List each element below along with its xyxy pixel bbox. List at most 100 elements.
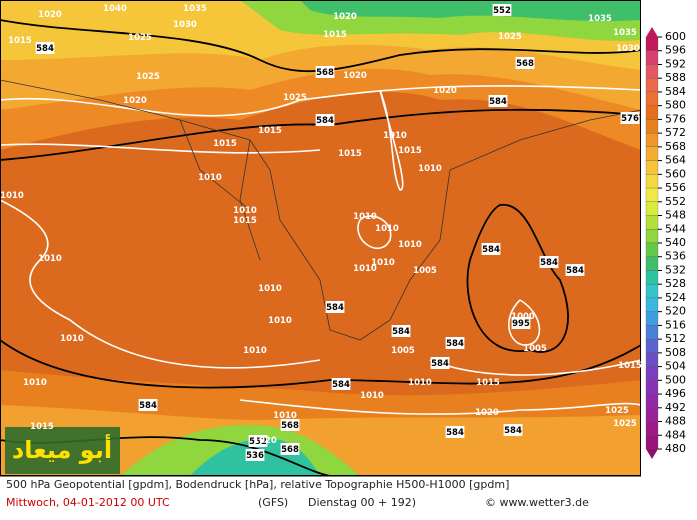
height-label: 568 [281, 421, 299, 431]
pressure-label: 1030 [616, 44, 640, 54]
label-bg [325, 301, 345, 313]
colorbar-label: 492 [665, 401, 686, 414]
footer-line: 500 hPa Geopotential [gpdm], Bodendruck … [6, 478, 509, 491]
pressure-label: 1020 [123, 96, 147, 106]
label-bg [539, 256, 559, 268]
colorbar-label: 532 [665, 263, 686, 276]
colorbar-segment [645, 270, 659, 285]
colorbar-segment [645, 242, 659, 257]
pressure-label: 1010 [353, 264, 377, 274]
label-bg [315, 66, 335, 78]
pressure-label: 1010 [383, 131, 407, 141]
label-bg [248, 435, 268, 447]
colorbar-segment [645, 36, 659, 51]
watermark: أبو ميعاد [12, 434, 112, 464]
pressure-label: 1025 [605, 406, 629, 416]
colorbar-label: 600 [665, 30, 686, 43]
colorbar-segment [645, 380, 659, 395]
colorbar-label: 488 [665, 415, 686, 428]
height-label: 584 [489, 97, 507, 107]
colorbar-label: 480 [665, 442, 686, 455]
colorbar-segment [645, 435, 659, 450]
colorbar-label: 596 [665, 44, 686, 57]
label-bg [515, 57, 535, 69]
height-label: 584 [392, 327, 410, 337]
colorbar-segment [645, 393, 659, 408]
footer-date: Mittwoch, 04-01-2012 00 UTC [6, 496, 170, 509]
colorbar-label: 512 [665, 332, 686, 345]
colorbar-label: 508 [665, 346, 686, 359]
pressure-label: 1025 [613, 419, 637, 429]
height-label: 576 [621, 114, 639, 124]
colorbar-label: 484 [665, 428, 686, 441]
pressure-label: 1025 [136, 72, 160, 82]
label-bg [391, 325, 411, 337]
footer-copyright: © www.wetter3.de [485, 496, 589, 509]
pressure-label: 1010 [38, 254, 62, 264]
label-bg [280, 419, 300, 431]
colorbar-segment [645, 201, 659, 216]
colorbar-segment [645, 174, 659, 189]
colorbar-label: 568 [665, 140, 686, 153]
colorbar-label: 560 [665, 167, 686, 180]
colorbar-segment [645, 50, 659, 65]
height-label: 568 [516, 59, 534, 69]
colorbar-label: 504 [665, 360, 686, 373]
height-label: 552 [249, 437, 267, 447]
pressure-label: 1015 [233, 216, 257, 226]
height-label: 536 [246, 451, 264, 461]
height-label: 584 [566, 266, 584, 276]
colorbar-segment [645, 229, 659, 244]
pressure-label: 1020 [333, 12, 357, 22]
pressure-label: 1010 [273, 411, 297, 421]
height-label: 568 [281, 445, 299, 455]
colorbar-label: 516 [665, 318, 686, 331]
label-bg [511, 317, 531, 329]
pressure-label: 1010 [60, 334, 84, 344]
colorbar-label: 556 [665, 181, 686, 194]
colorbar-label: 576 [665, 112, 686, 125]
pressure-label: 1010 [23, 378, 47, 388]
map: أبو ميعاد [0, 0, 641, 476]
pressure-label: 1010 [418, 164, 442, 174]
colorbar-segment [645, 78, 659, 93]
colorbar-label: 584 [665, 85, 686, 98]
pressure-label: 1005 [523, 344, 547, 354]
colorbar-segment [645, 64, 659, 79]
colorbar-label: 572 [665, 126, 686, 139]
colorbar-label: 592 [665, 57, 686, 70]
pressure-label: 1025 [283, 93, 307, 103]
label-bg [503, 424, 523, 436]
pressure-label: 1005 [413, 266, 437, 276]
colorbar-label: 580 [665, 99, 686, 112]
label-bg [492, 4, 512, 16]
colorbar-label: 564 [665, 154, 686, 167]
colorbar-segment [645, 338, 659, 354]
pressure-label: 1010 [371, 258, 395, 268]
colorbar-label: 536 [665, 250, 686, 263]
colorbar-segment [645, 187, 659, 202]
colorbar-segment [645, 146, 659, 161]
height-label: 584 [316, 116, 334, 126]
contour [466, 204, 569, 353]
colorbar-segment [645, 325, 659, 340]
pressure-label: 1030 [173, 20, 197, 30]
pressure-label: 1010 [398, 240, 422, 250]
borders [0, 79, 641, 341]
label-bg [565, 264, 585, 276]
colorbar-label: 588 [665, 71, 686, 84]
colorbar-label: 528 [665, 277, 686, 290]
colorbar-segment [645, 352, 659, 367]
height-label: 568 [316, 68, 334, 78]
colorbar-label: 520 [665, 305, 686, 318]
pressure-label: 1010 [258, 284, 282, 294]
pressure-label: 1010 [243, 346, 267, 356]
colorbar-arrow [646, 27, 658, 37]
label-bg [245, 449, 265, 461]
pressure-label: 1020 [475, 408, 499, 418]
colorbar-segment [645, 407, 659, 422]
height-label: 584 [446, 339, 464, 349]
pressure-label: 1015 [618, 361, 642, 371]
height-label: 584 [139, 401, 157, 411]
